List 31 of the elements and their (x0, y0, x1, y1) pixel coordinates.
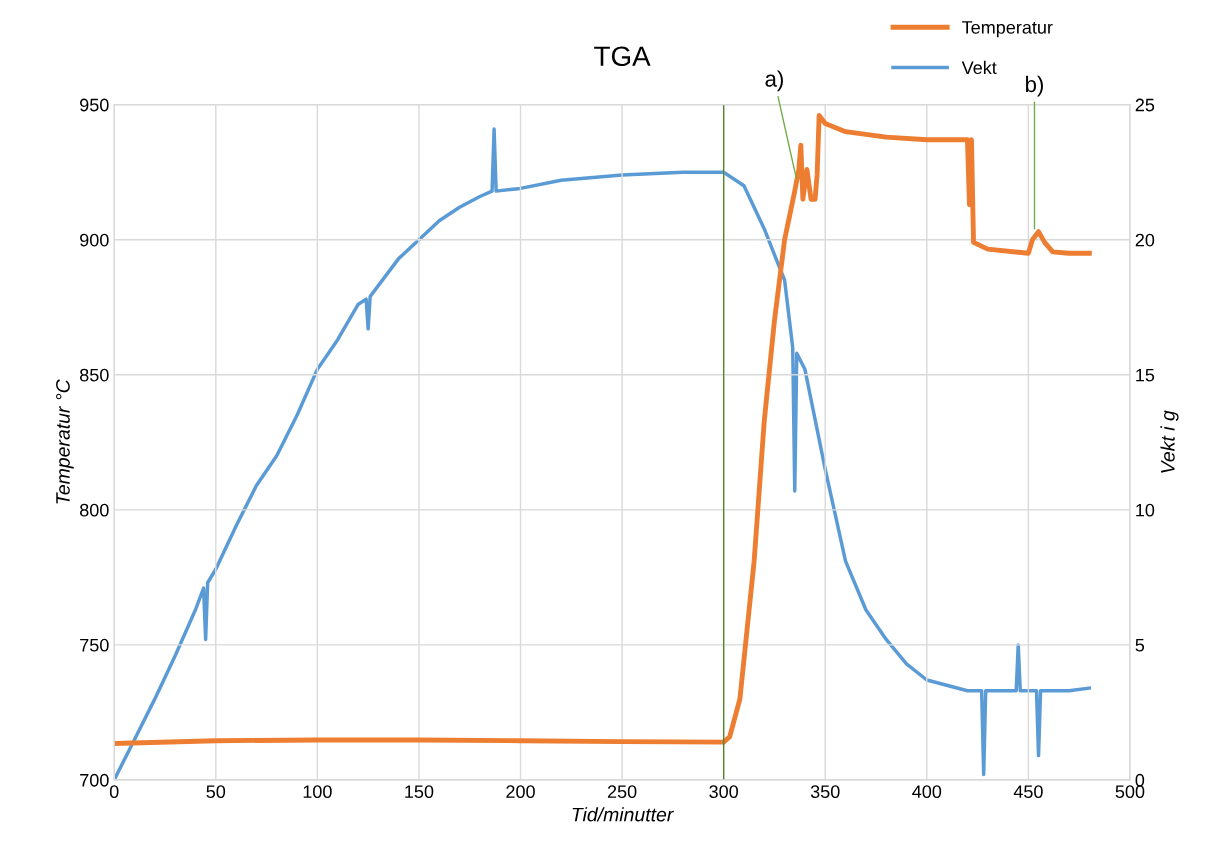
x-tick-label: 250 (607, 785, 637, 799)
x-tick-label: 400 (912, 785, 942, 799)
annotation: b) (1026, 75, 1043, 97)
y2-tick-label: 0 (1135, 773, 1145, 787)
annotation: a) (765, 70, 783, 92)
y-tick-label: 850 (80, 368, 109, 382)
x-tick-label: 100 (303, 785, 332, 799)
y2-tick-label: 10 (1136, 503, 1155, 517)
y-axis-title: Temperatur °C (56, 379, 74, 504)
y2-tick-label: 25 (1135, 98, 1155, 112)
chart-title: TGA (594, 46, 651, 67)
x-tick-label: 50 (206, 785, 226, 799)
x-tick-label: 0 (109, 785, 119, 799)
y-tick-label: 700 (80, 773, 109, 787)
x-tick-label: 450 (1013, 785, 1043, 799)
x-tick-label: 300 (709, 785, 739, 799)
y-tick-label: 800 (80, 503, 109, 517)
legend-label: Vekt (961, 60, 997, 75)
x-axis-title: Tid/minutter (572, 807, 674, 822)
x-tick-label: 500 (1115, 785, 1145, 799)
y-tick-label: 950 (80, 98, 109, 112)
y2-tick-label: 20 (1135, 233, 1155, 247)
x-tick-label: 150 (405, 785, 434, 799)
y2-tick-label: 5 (1135, 638, 1145, 652)
y-tick-label: 750 (80, 638, 109, 652)
y2-axis-title: Vekt i g (1160, 410, 1179, 473)
y2-tick-label: 15 (1136, 368, 1155, 382)
x-tick-label: 350 (810, 785, 840, 799)
legend-label: Temperatur (962, 21, 1053, 38)
x-tick-label: 200 (506, 785, 535, 799)
y-tick-label: 900 (80, 233, 109, 247)
